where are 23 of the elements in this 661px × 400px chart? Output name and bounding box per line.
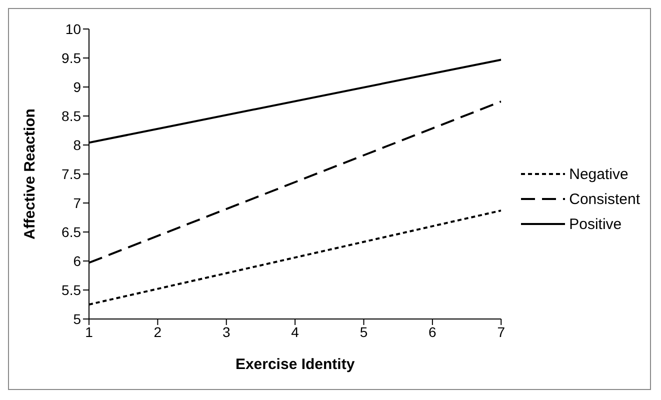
x-tick-label: 7 xyxy=(497,324,506,340)
y-tick-label: 9.5 xyxy=(62,50,82,66)
y-tick-label: 8 xyxy=(73,136,82,153)
x-tick-label: 5 xyxy=(360,324,368,340)
legend-label: Positive xyxy=(569,216,622,232)
legend-label: Negative xyxy=(569,166,628,182)
x-axis-title: Exercise Identity xyxy=(235,356,356,373)
x-tick-label: 1 xyxy=(85,324,94,340)
y-axis-title: Affective Reaction xyxy=(21,108,38,240)
y-tick-label: 5 xyxy=(73,310,82,327)
x-tick-label: 6 xyxy=(428,324,437,340)
y-tick-label: 8.5 xyxy=(62,108,82,124)
y-tick-label: 7.5 xyxy=(62,166,82,182)
y-tick-label: 6 xyxy=(73,252,82,269)
x-tick-label: 3 xyxy=(222,324,230,340)
y-tick-label: 6.5 xyxy=(62,224,82,240)
y-tick-label: 5.5 xyxy=(62,282,82,298)
y-tick-label: 7 xyxy=(73,194,82,211)
x-tick-label: 4 xyxy=(291,324,300,340)
y-tick-label: 10 xyxy=(65,20,82,37)
x-tick-label: 2 xyxy=(154,324,162,340)
legend-label: Consistent xyxy=(569,190,640,208)
y-tick-label: 9 xyxy=(73,78,82,95)
